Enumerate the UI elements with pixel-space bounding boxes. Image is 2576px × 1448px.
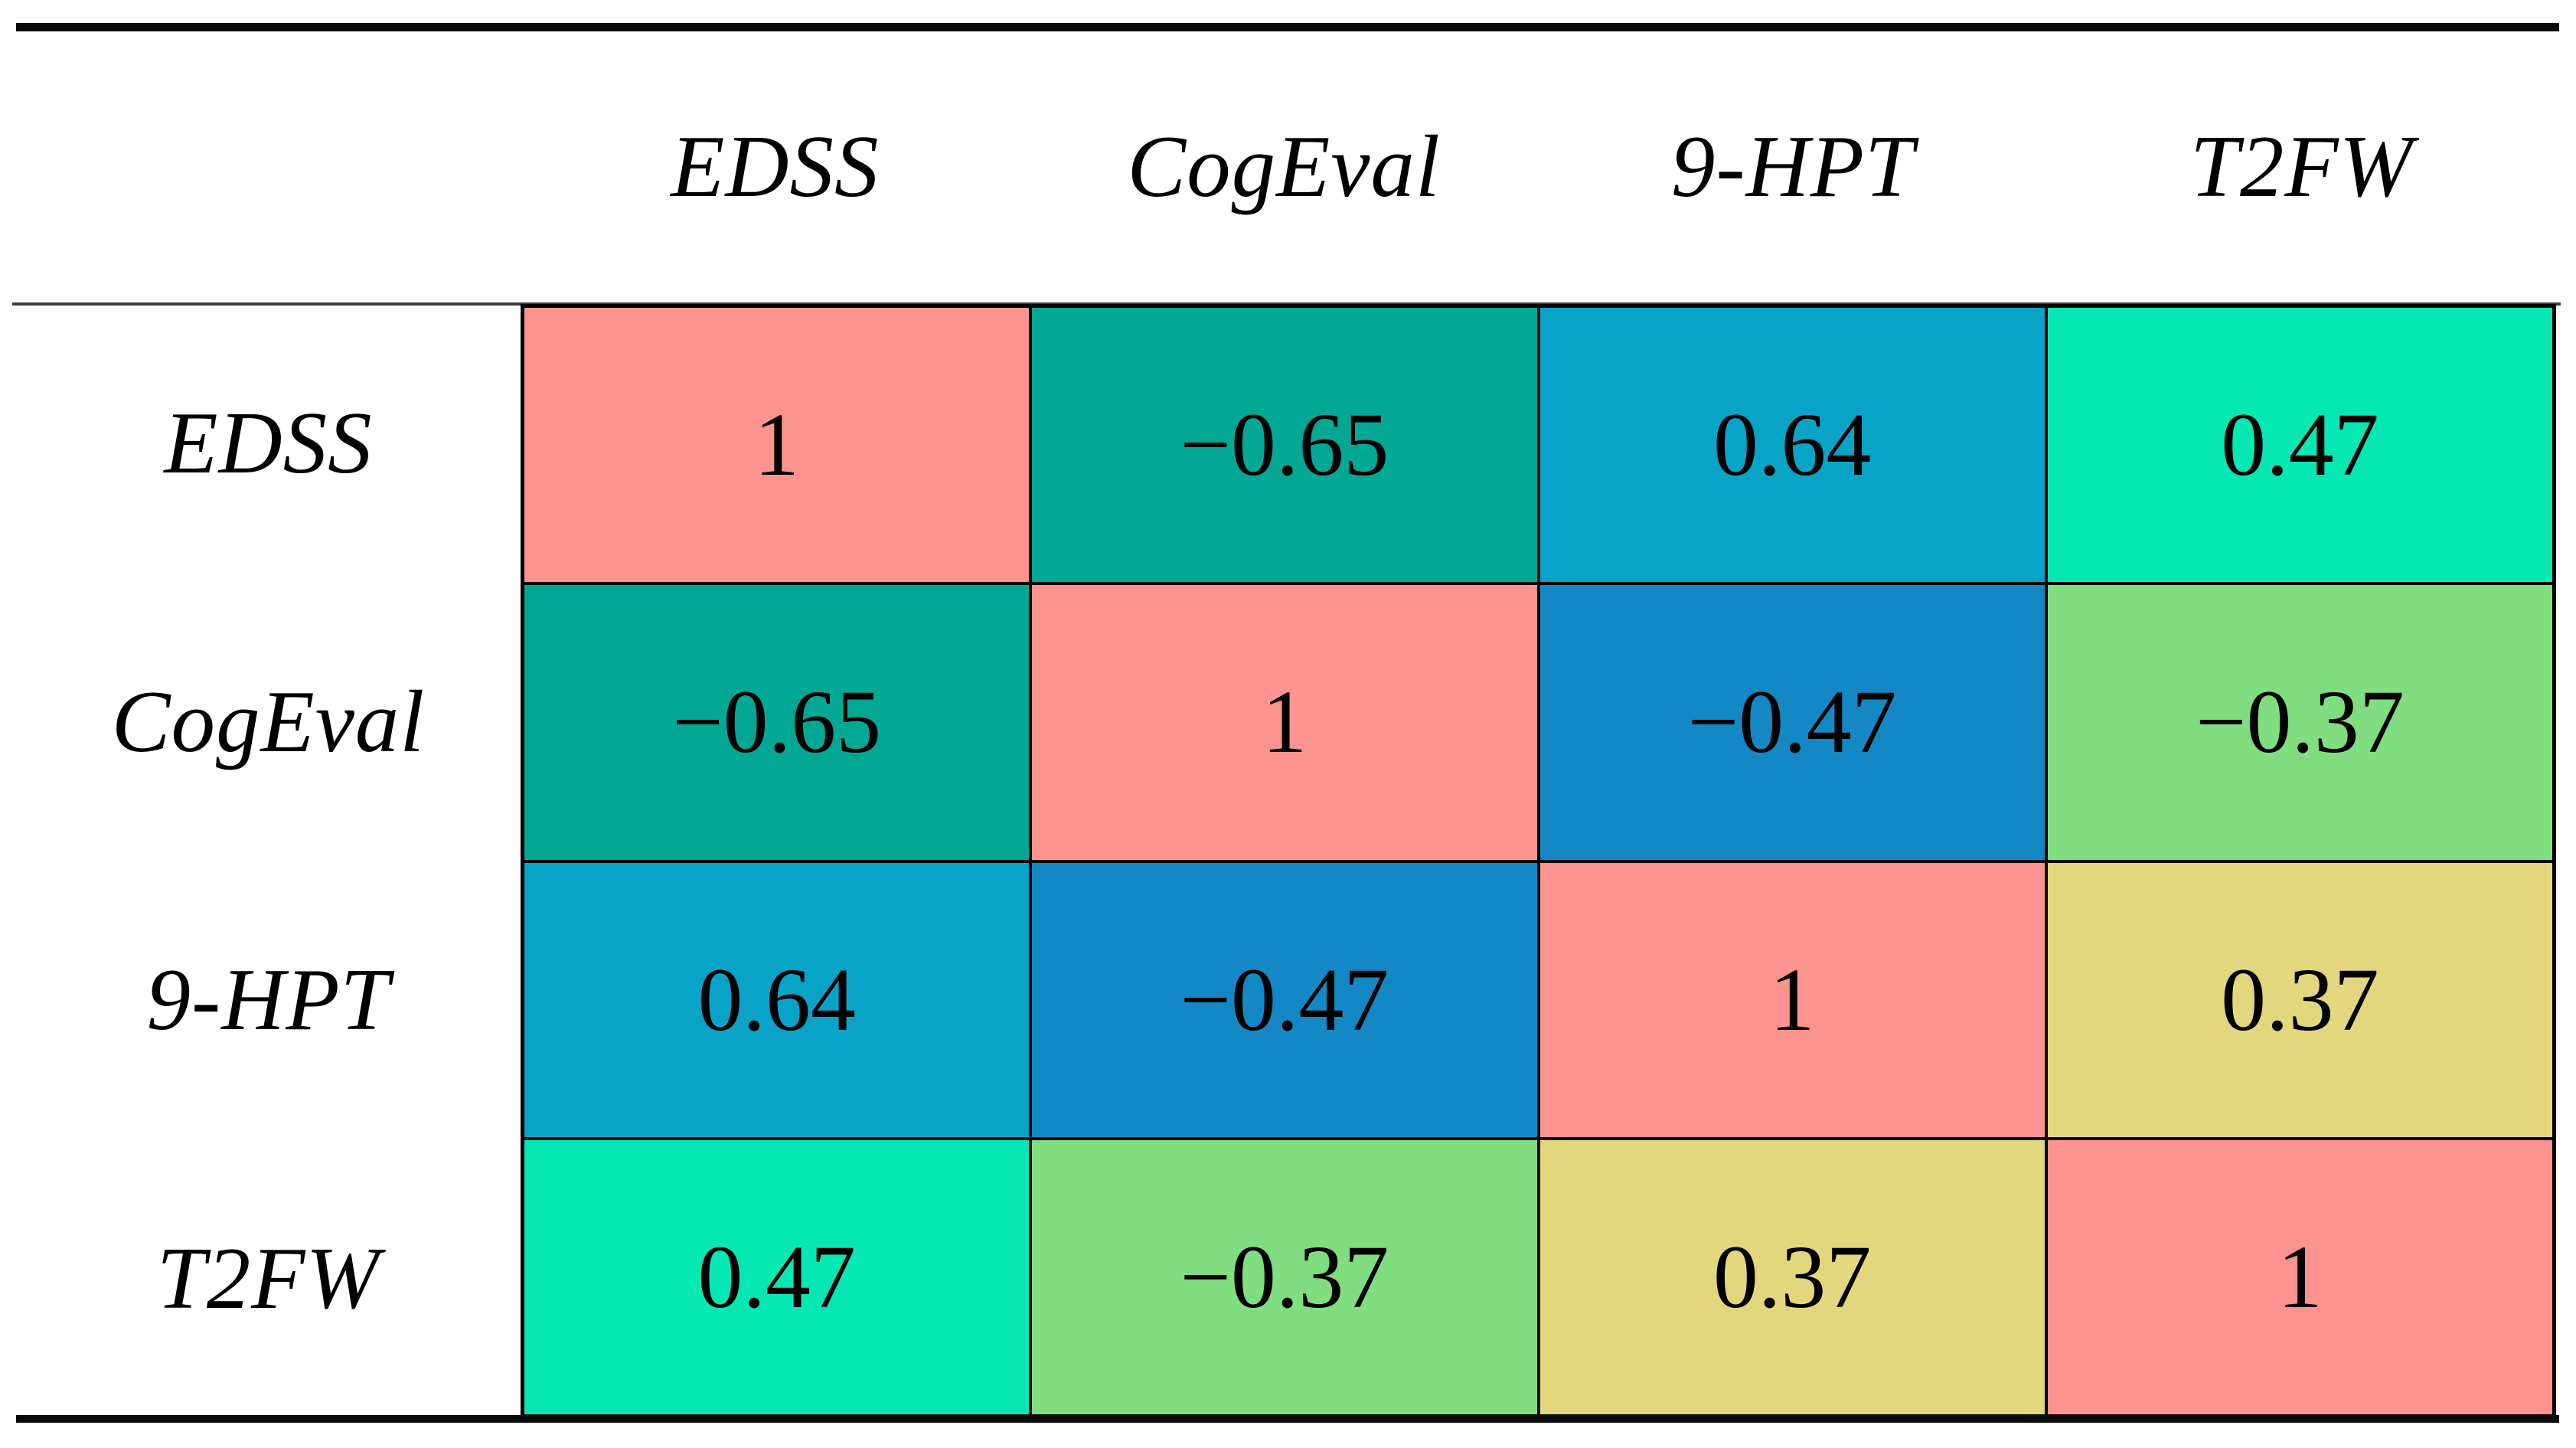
matrix-cell-9-hpt-t2fw: 0.37 [2045,861,2554,1139]
matrix-cell-t2fw-t2fw: 1 [2045,1138,2554,1416]
column-header-row: EDSS CogEval 9-HPT T2FW [521,31,2556,302]
table-top-rule [16,23,2559,31]
matrix-cell-cogeval-9-hpt: −0.47 [1538,583,2046,861]
column-header-9-hpt: 9-HPT [1670,118,1915,215]
matrix-cell-9-hpt-edss: 0.64 [523,861,1031,1139]
matrix-cell-edss-cogeval: −0.65 [1030,306,1539,584]
row-label-9-hpt: 9-HPT [146,951,390,1049]
matrix-cell-edss-edss: 1 [523,306,1031,584]
row-label-t2fw: T2FW [156,1230,380,1328]
row-label-column: EDSS CogEval 9-HPT T2FW [16,304,521,1418]
correlation-matrix-grid: 1 −0.65 0.64 0.47 −0.65 1 −0.47 −0.37 0.64 −0.47 1… [521,304,2556,1418]
matrix-cell-edss-t2fw: 0.47 [2045,306,2554,584]
matrix-cell-cogeval-cogeval: 1 [1030,583,1539,861]
matrix-cell-9-hpt-cogeval: −0.47 [1030,861,1539,1139]
column-header-edss: EDSS [671,118,880,215]
row-label-edss: EDSS [164,394,373,492]
matrix-cell-edss-9-hpt: 0.64 [1538,306,2046,584]
matrix-cell-cogeval-t2fw: −0.37 [2045,583,2554,861]
table-bottom-rule [16,1415,2559,1423]
matrix-cell-cogeval-edss: −0.65 [523,583,1031,861]
matrix-cell-t2fw-9-hpt: 0.37 [1538,1138,2046,1416]
column-header-t2fw: T2FW [2189,118,2414,215]
matrix-cell-t2fw-edss: 0.47 [523,1138,1031,1416]
matrix-cell-9-hpt-9-hpt: 1 [1538,861,2046,1139]
column-header-cogeval: CogEval [1127,118,1441,215]
row-label-cogeval: CogEval [111,672,426,770]
matrix-cell-t2fw-cogeval: −0.37 [1030,1138,1539,1416]
